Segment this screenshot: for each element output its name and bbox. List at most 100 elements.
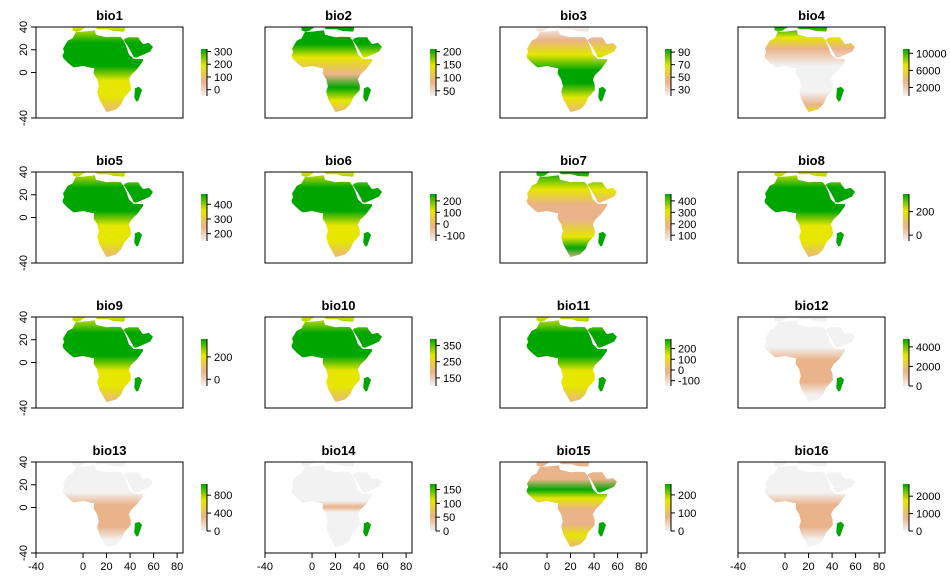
legend-bar (430, 339, 436, 386)
legend-tick-label: 800 (214, 490, 232, 502)
map-raster (291, 462, 382, 548)
legend-tick-label: -100 (443, 230, 465, 242)
legend-tick-label: 2000 (916, 491, 940, 503)
madagascar (134, 376, 143, 392)
legend-bar (201, 339, 207, 386)
panel-title: bio13 (93, 443, 127, 458)
land-region (94, 317, 126, 322)
land-region (94, 172, 126, 177)
panel-bio13: bio13 -40 0 20 40 -40 0 20 40 60 80 800 400 0 (18, 443, 232, 573)
land-region (352, 472, 382, 493)
panel-bio16: bio16 -40 0 20 40 60 80 2000 1000 0 (730, 443, 940, 573)
y-tick-label: 40 (18, 311, 30, 323)
madagascar (363, 376, 372, 392)
y-tick-label: 0 (18, 69, 30, 75)
land-region (323, 27, 355, 32)
legend-tick-label: 0 (678, 365, 684, 377)
land-region (323, 317, 355, 322)
madagascar (836, 376, 845, 392)
x-tick-label: 0 (544, 561, 550, 573)
land-region (536, 317, 551, 322)
land-region (123, 37, 153, 58)
panel-bio9: bio9 -40 0 20 40 200 0 (18, 298, 232, 416)
panel-title: bio2 (325, 8, 352, 23)
panel-title: bio15 (557, 443, 591, 458)
x-tick-label: 80 (873, 561, 885, 573)
land-region (62, 465, 143, 548)
land-region (323, 462, 355, 467)
legend-tick-label: 0 (214, 374, 220, 386)
land-region (291, 465, 372, 548)
legend-tick-label: 0 (916, 230, 922, 242)
land-region (323, 172, 355, 177)
legend-tick-label: 0 (916, 381, 922, 393)
panel-title: bio3 (560, 8, 587, 23)
panel-bio5: bio5 -40 0 20 40 400 300 200 (18, 153, 232, 271)
legend-bar (903, 339, 909, 386)
panel-title: bio14 (322, 443, 357, 458)
legend-bar (665, 484, 671, 531)
y-tick-label: 20 (18, 479, 30, 491)
legend-tick-label: 30 (678, 85, 690, 97)
map-raster (62, 172, 153, 258)
x-tick-label: 80 (400, 561, 412, 573)
panel-title: bio6 (325, 153, 352, 168)
y-tick-label: 40 (18, 456, 30, 468)
map-raster (62, 462, 153, 548)
legend-tick-label: 200 (678, 344, 696, 356)
legend-tick-label: 200 (443, 196, 461, 208)
legend-bar (665, 194, 671, 241)
land-region (352, 327, 382, 348)
panel-title: bio10 (322, 298, 356, 313)
land-region (796, 172, 828, 177)
legend-tick-label: 150 (443, 60, 461, 72)
x-tick-label: 40 (588, 561, 600, 573)
land-region (764, 30, 845, 113)
land-region (301, 317, 316, 322)
legend-tick-label: 90 (678, 47, 690, 59)
legend-bar (903, 49, 909, 96)
legend-tick-label: 150 (443, 373, 461, 385)
legend-tick-label: 200 (916, 207, 934, 219)
map-raster (764, 27, 855, 113)
legend-tick-label: 150 (443, 485, 461, 497)
land-region (526, 175, 607, 258)
panel-title: bio5 (96, 153, 123, 168)
land-region (774, 317, 789, 322)
land-region (536, 172, 551, 177)
legend-tick-label: 300 (678, 207, 696, 219)
legend-tick-label: 250 (443, 357, 461, 369)
land-region (352, 37, 382, 58)
panel-bio15: bio15 -40 0 20 40 60 80 200 100 0 (492, 443, 696, 573)
map-raster (291, 317, 382, 403)
land-region (62, 30, 143, 113)
legend-tick-label: 300 (214, 47, 232, 59)
legend-tick-label: 200 (214, 352, 232, 364)
legend-tick-label: 50 (443, 86, 455, 98)
land-region (558, 462, 590, 467)
x-tick-label: 20 (329, 561, 341, 573)
map-raster (291, 172, 382, 258)
legend-tick-label: 0 (916, 526, 922, 538)
plot-frame (737, 171, 886, 264)
map-raster (526, 27, 617, 113)
panel-bio8: bio8 200 0 (737, 153, 934, 264)
legend-tick-label: 2000 (916, 82, 940, 94)
x-tick-label: 0 (309, 561, 315, 573)
legend-tick-label: 0 (443, 526, 449, 538)
panel-bio4: bio4 10000 6000 2000 (737, 8, 947, 119)
madagascar (598, 376, 607, 392)
x-tick-label: 20 (802, 561, 814, 573)
legend-bar (430, 49, 436, 96)
x-tick-label: 20 (100, 561, 112, 573)
y-tick-label: 20 (18, 334, 30, 346)
land-region (764, 465, 845, 548)
legend-bar (430, 194, 436, 241)
legend-tick-label: 300 (214, 214, 232, 226)
land-region (825, 327, 855, 348)
land-region (764, 320, 845, 403)
